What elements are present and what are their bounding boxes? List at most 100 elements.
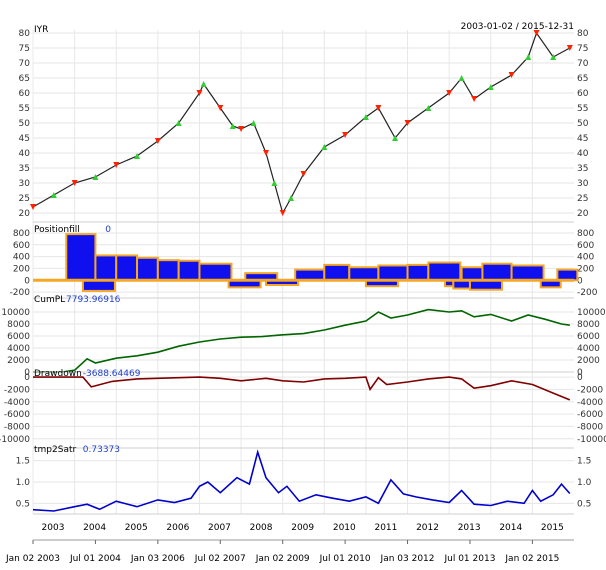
buy-marker [92, 174, 99, 180]
sell-marker [263, 150, 270, 156]
y-tick-label-right: 600 [577, 241, 594, 251]
year-label: 2010 [333, 523, 356, 533]
y-tick-label-right: -200 [577, 288, 598, 298]
y-tick-label-right: 1.5 [577, 457, 591, 467]
position-bar [94, 254, 118, 282]
y-tick-label-right: 8000 [577, 320, 600, 330]
y-tick-label-left: 200 [13, 264, 30, 274]
y-tick-label-left: 30 [19, 179, 31, 189]
position-bar [115, 254, 139, 282]
date-range-label: 2003-01-02 / 2015-12-31 [461, 22, 574, 32]
y-tick-label-left: 1.5 [16, 457, 30, 467]
buy-marker [321, 144, 328, 150]
sell-marker [30, 204, 36, 210]
y-tick-label-right: 400 [577, 253, 594, 263]
y-tick-label-right: -2000 [577, 385, 603, 395]
year-label: 2007 [208, 523, 231, 533]
y-tick-label-right: 30 [577, 179, 589, 189]
sell-marker [279, 210, 286, 216]
year-label: 2005 [125, 523, 148, 533]
position-bar [510, 264, 545, 282]
sell-marker [471, 96, 478, 102]
y-tick-label-left: 60 [19, 89, 31, 99]
position-bar [81, 279, 116, 292]
sell-marker [238, 126, 245, 132]
y-tick-label-left: 80 [19, 29, 31, 39]
y-tick-label-right: -4000 [577, 398, 603, 408]
year-label: 2003 [42, 523, 65, 533]
y-tick-label-right: 0.5 [577, 499, 591, 509]
buy-marker [271, 180, 278, 186]
sell-marker [375, 105, 382, 111]
date-label: Jan 03 2006 [130, 554, 185, 564]
y-tick-label-right: 4000 [577, 344, 600, 354]
y-tick-label-right: -10000 [577, 435, 606, 445]
y-tick-label-left: 4000 [7, 344, 30, 354]
y-tick-label-left: 6000 [7, 332, 30, 342]
y-tick-label-left: 25 [19, 194, 30, 204]
buy-marker [50, 192, 57, 198]
y-tick-label-right: 2000 [577, 356, 600, 366]
y-tick-label-right: 40 [577, 149, 589, 159]
y-tick-label-right: 0 [577, 276, 583, 286]
sell-marker [196, 90, 203, 96]
sell-marker [113, 162, 120, 168]
y-tick-label-right: 0 [577, 368, 583, 378]
y-tick-label-left: 70 [19, 59, 31, 69]
sell-marker [342, 132, 349, 138]
y-tick-label-right: 200 [577, 264, 594, 274]
y-tick-label-right: 20 [577, 209, 589, 219]
buy-marker [525, 54, 532, 60]
y-tick-label-left: 75 [19, 44, 30, 54]
panel-title: CumPL [34, 295, 65, 305]
y-tick-label-right: 25 [577, 194, 588, 204]
y-tick-label-left: 40 [19, 149, 31, 159]
y-tick-label-right: 55 [577, 104, 588, 114]
year-label: 2015 [541, 523, 564, 533]
y-tick-label-left: 50 [19, 119, 31, 129]
year-label: 2009 [291, 523, 314, 533]
y-tick-label-right: 75 [577, 44, 588, 54]
y-tick-label-left: -10000 [0, 435, 30, 445]
sell-marker [566, 45, 573, 51]
sell-marker [404, 120, 411, 126]
y-tick-label-right: 0 [577, 373, 583, 383]
buy-marker [362, 114, 369, 120]
buy-marker [229, 123, 236, 129]
y-tick-label-right: 35 [577, 164, 588, 174]
position-bar [198, 262, 233, 282]
panel-last-value: 0.73373 [83, 445, 120, 455]
position-bar [481, 262, 513, 282]
year-label: 2014 [499, 523, 522, 533]
buy-marker [288, 195, 295, 201]
buy-marker [458, 75, 465, 81]
panel-title: IYR [34, 25, 48, 35]
position-bar [377, 264, 409, 282]
sell-marker [533, 30, 540, 36]
series-line [33, 308, 570, 373]
buy-marker [425, 105, 432, 111]
position-bar [406, 263, 430, 282]
y-tick-label-left: 10000 [1, 308, 30, 318]
sell-marker [508, 72, 515, 78]
y-tick-label-left: -4000 [4, 398, 30, 408]
y-tick-label-left: 55 [19, 104, 30, 114]
y-tick-label-left: -200 [10, 288, 31, 298]
y-tick-label-right: 1.0 [577, 478, 592, 488]
year-label: 2013 [458, 523, 481, 533]
y-tick-label-right: 65 [577, 74, 588, 84]
year-label: 2012 [416, 523, 439, 533]
y-tick-label-right: 6000 [577, 332, 600, 342]
position-bar [156, 259, 180, 282]
position-bar [294, 268, 326, 282]
sell-marker [217, 105, 224, 111]
y-tick-label-right: 80 [577, 29, 589, 39]
y-tick-label-left: 0.5 [16, 499, 30, 509]
panel-last-value: -3688.64469 [83, 369, 141, 379]
position-bar [136, 256, 159, 282]
panel-title: tmp2Satr [34, 445, 76, 455]
y-tick-label-left: -8000 [4, 422, 30, 432]
sell-marker [446, 90, 453, 96]
position-bar [427, 261, 462, 282]
